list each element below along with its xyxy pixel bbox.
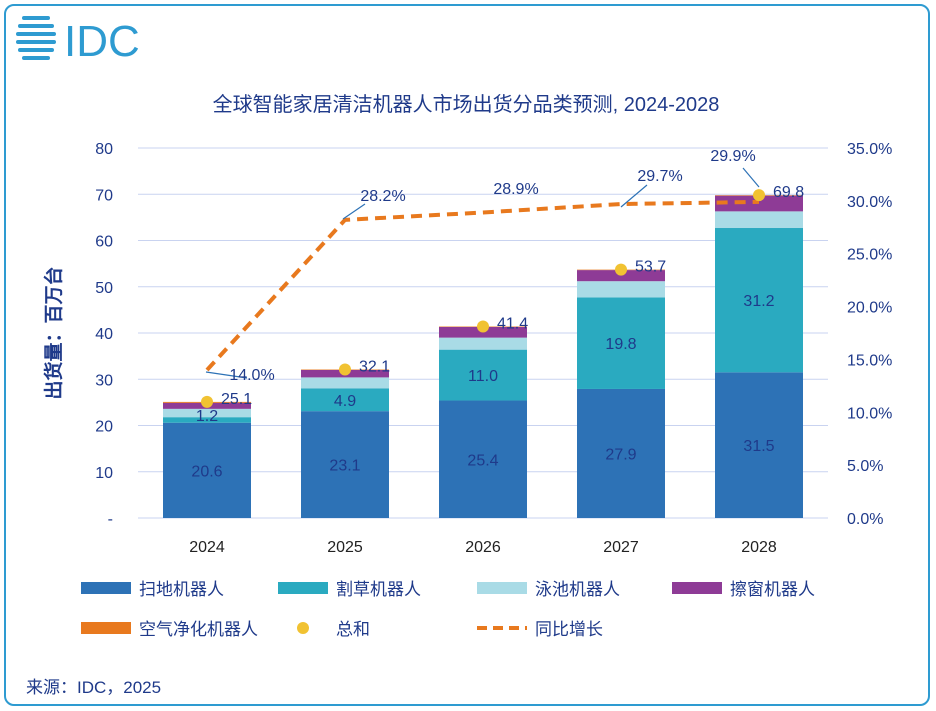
bars (163, 195, 803, 518)
y-tick-label: 30 (95, 372, 113, 389)
y-axis-ticks: - 10 20 30 40 50 60 70 80 (95, 141, 113, 528)
legend-swatch (278, 582, 328, 594)
bar-segment (715, 211, 803, 229)
legend-marker (297, 622, 309, 634)
x-tick-label: 2024 (189, 539, 225, 556)
y-tick-label: 70 (95, 187, 113, 204)
y2-tick-label: 25.0% (847, 247, 892, 264)
total-label: 53.7 (635, 259, 666, 276)
y2-tick-label: 10.0% (847, 405, 892, 422)
bar-segment (163, 408, 251, 418)
y-tick-label: 40 (95, 326, 113, 343)
yoy-label: 14.0% (229, 367, 274, 384)
idc-logo: IDC (16, 16, 140, 66)
total-marker (615, 263, 627, 276)
legend-swatch (81, 622, 131, 634)
y-tick-label: 80 (95, 141, 113, 158)
y2-tick-label: 30.0% (847, 194, 892, 211)
legend-swatch (81, 582, 131, 594)
x-tick-label: 2027 (603, 539, 639, 556)
data-label: 31.2 (743, 293, 774, 310)
yoy-line: 14.0% 28.2% 28.9% 29.7% 29.9% (205, 148, 760, 384)
yoy-leader-line (342, 203, 366, 220)
bar-segment (715, 228, 803, 373)
legend-swatch (672, 582, 722, 594)
source-note: 来源：IDC，2025 (26, 678, 161, 697)
legend-label: 扫地机器人 (139, 580, 224, 599)
legend-label: 空气净化机器人 (139, 620, 258, 639)
y-tick-label: 50 (95, 280, 113, 297)
total-marker (753, 189, 765, 202)
y2-tick-label: 20.0% (847, 300, 892, 317)
bar-segment (439, 400, 527, 518)
total-marker (201, 395, 213, 408)
y2-tick-label: 15.0% (847, 352, 892, 369)
x-tick-label: 2026 (465, 539, 501, 556)
data-label: 19.8 (605, 336, 636, 353)
bar-segment (715, 372, 803, 518)
y2-tick-label: 0.0% (847, 511, 883, 528)
yoy-series-line (205, 199, 760, 372)
yoy-leader-line (742, 167, 760, 188)
bar-segment (301, 388, 389, 412)
bar-segment (301, 411, 389, 518)
data-label: 1.2 (196, 408, 218, 425)
y-tick-label: 60 (95, 234, 113, 251)
total-marker (339, 363, 351, 376)
y-tick-label: - (108, 511, 113, 528)
data-label: 23.1 (329, 458, 360, 475)
bar-segment (577, 281, 665, 298)
y2-axis-ticks: 0.0% 5.0% 10.0% 15.0% 20.0% 25.0% 30.0% 35.0% (847, 141, 892, 528)
legend-label: 割草机器人 (336, 580, 421, 599)
y-tick-label: 10 (95, 465, 113, 482)
y-tick-label: 20 (95, 419, 113, 436)
total-label: 69.8 (773, 184, 804, 201)
yoy-leader-line (620, 184, 648, 208)
logo-text: IDC (64, 17, 140, 66)
data-label: 27.9 (605, 446, 636, 463)
x-tick-label: 2025 (327, 539, 363, 556)
total-label: 41.4 (497, 316, 528, 333)
legend-label: 总和 (336, 620, 370, 639)
yoy-label: 29.9% (710, 148, 755, 165)
y2-tick-label: 35.0% (847, 141, 892, 158)
total-label: 32.1 (359, 359, 390, 376)
total-markers: 25.1 32.1 41.4 53.7 69.8 (201, 184, 804, 408)
bar-segment (163, 417, 251, 423)
yoy-leader-line (205, 371, 248, 379)
bar-segment (163, 422, 251, 518)
bar-labels: 20.6 1.2 23.1 4.9 25.4 11.0 27.9 19.8 31.5 31.2 (191, 293, 774, 480)
bar-segment (439, 337, 527, 350)
total-label: 25.1 (221, 391, 252, 408)
bar-segment (301, 377, 389, 389)
x-axis-ticks: 2024 2025 2026 2027 2028 (189, 539, 777, 556)
yoy-label: 29.7% (637, 168, 682, 185)
data-label: 4.9 (334, 393, 356, 410)
legend-label: 同比增长 (535, 620, 603, 639)
logo-globe-icon (16, 16, 56, 60)
data-label: 20.6 (191, 463, 222, 480)
bar-segment (577, 297, 665, 389)
legend-swatch (477, 582, 527, 594)
legend-label: 泳池机器人 (535, 580, 620, 599)
total-marker (477, 320, 489, 333)
data-label: 31.5 (743, 438, 774, 455)
yoy-label: 28.2% (360, 188, 405, 205)
gridlines (138, 147, 828, 519)
data-label: 25.4 (467, 452, 498, 469)
yoy-label: 28.9% (493, 181, 538, 198)
chart-title: 全球智能家居清洁机器人市场出货分品类预测, 2024-2028 (213, 93, 720, 116)
legend-label: 擦窗机器人 (730, 580, 815, 599)
data-label: 11.0 (468, 368, 498, 385)
bar-segment (577, 388, 665, 518)
bar-segment (577, 270, 665, 282)
y2-tick-label: 5.0% (847, 458, 883, 475)
x-tick-label: 2028 (741, 539, 777, 556)
bar-segment (439, 349, 527, 401)
y-axis-title: 出货量：百万台 (42, 266, 65, 399)
